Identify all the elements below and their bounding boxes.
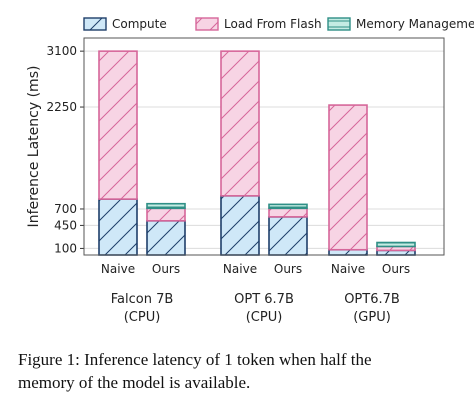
group-label: OPT6.7B xyxy=(344,292,400,307)
group-label: OPT 6.7B xyxy=(234,292,294,307)
y-tick-label: 2250 xyxy=(46,100,77,114)
legend: Compute Load From Flash Memory Management xyxy=(83,17,474,31)
bar-segment-memory-management xyxy=(268,203,308,210)
legend-label: Compute xyxy=(112,17,167,31)
bar-segment-compute xyxy=(98,198,138,256)
bar-segment-load-from-flash xyxy=(220,50,260,197)
bar-label: Ours xyxy=(274,262,302,276)
bar-segment-load-from-flash xyxy=(268,207,308,218)
y-axis-label: Inference Latency (ms) xyxy=(26,66,42,228)
bar-label: Ours xyxy=(152,262,180,276)
bar-segment-compute xyxy=(268,216,308,256)
latency-chart: 100 450 700 2250 3100 Inference Latency (ms) N… xyxy=(26,17,474,325)
y-tick-label: 100 xyxy=(54,241,77,255)
bar-segment-load-from-flash xyxy=(98,50,138,200)
bar-label: Naive xyxy=(331,262,365,276)
bar-segment-memory-management xyxy=(376,241,416,248)
y-tick-label: 450 xyxy=(54,218,77,232)
bar-label: Ours xyxy=(382,262,410,276)
figure-caption: Figure 1: Inference latency of 1 token w… xyxy=(18,348,466,394)
bar-label: Naive xyxy=(223,262,257,276)
group-label: (GPU) xyxy=(353,310,391,325)
group-label: (CPU) xyxy=(124,310,161,325)
axes: 100 450 700 2250 3100 Inference Latency (ms) N… xyxy=(26,37,445,325)
bar-segment-load-from-flash xyxy=(146,207,186,222)
legend-label: Load From Flash xyxy=(224,17,322,31)
bar-segment-compute xyxy=(146,220,186,256)
caption-line-1: Figure 1: Inference latency of 1 token w… xyxy=(18,350,372,369)
grid xyxy=(84,50,444,249)
bar-label: Naive xyxy=(101,262,135,276)
y-tick-label: 700 xyxy=(54,202,77,216)
bar-segment-compute xyxy=(220,195,260,256)
group-label: Falcon 7B xyxy=(111,292,174,307)
legend-label: Memory Management xyxy=(356,17,474,31)
bar-segment-load-from-flash xyxy=(328,104,368,251)
y-tick-label: 3100 xyxy=(46,44,77,58)
legend-swatch xyxy=(195,17,219,31)
group-label: (CPU) xyxy=(246,310,283,325)
bars xyxy=(98,50,416,256)
legend-swatch xyxy=(327,17,351,31)
bar-segment-memory-management xyxy=(146,202,186,210)
caption-line-2: memory of the model is available. xyxy=(18,373,251,392)
plot-frame xyxy=(83,37,445,256)
legend-swatch xyxy=(83,17,107,31)
